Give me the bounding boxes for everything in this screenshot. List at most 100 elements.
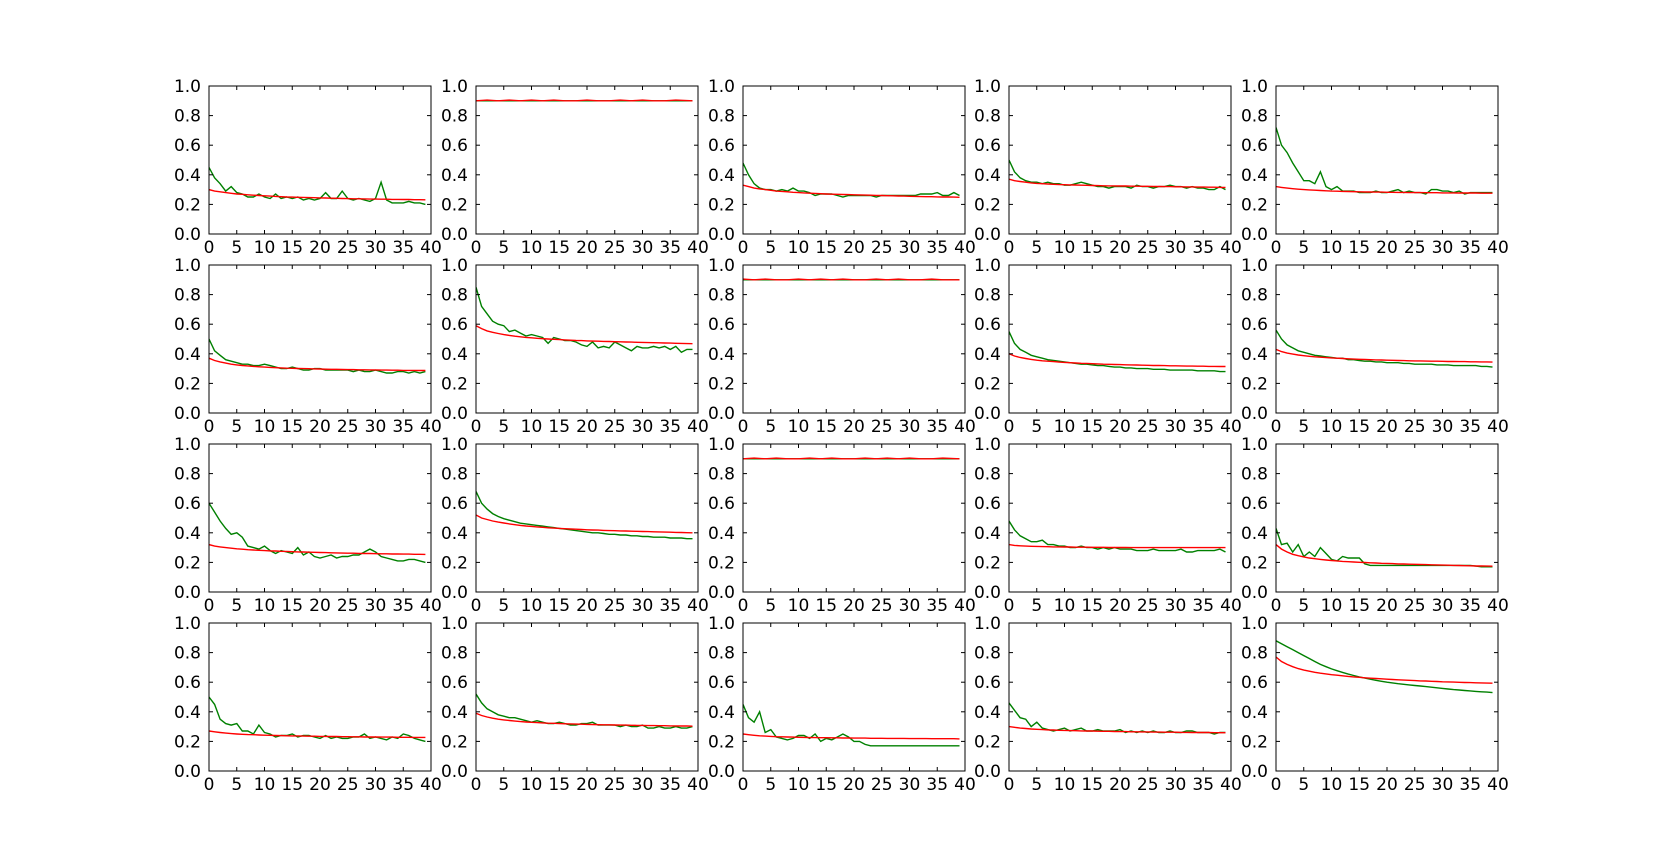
x-tick-label: 5 (765, 596, 776, 616)
x-tick-label: 20 (1109, 238, 1131, 258)
x-tick-label: 5 (765, 775, 776, 795)
x-tick-label: 40 (954, 238, 976, 258)
x-tick-label: 15 (815, 596, 837, 616)
y-tick-label: 0.8 (974, 644, 1001, 664)
y-tick-label: 0.6 (441, 136, 468, 156)
x-tick-label: 40 (687, 238, 709, 258)
x-tick-label: 15 (815, 775, 837, 795)
y-tick-label: 0.8 (441, 286, 468, 306)
y-tick-label: 0.2 (174, 195, 201, 215)
x-tick-label: 20 (843, 596, 865, 616)
y-tick-label: 0.4 (174, 524, 201, 544)
x-tick-label: 25 (1137, 596, 1159, 616)
x-tick-label: 35 (659, 596, 681, 616)
x-tick-label: 5 (498, 417, 509, 437)
x-tick-label: 25 (337, 417, 359, 437)
x-tick-label: 35 (659, 417, 681, 437)
x-tick-label: 0 (204, 238, 215, 258)
x-tick-label: 35 (1192, 775, 1214, 795)
x-tick-label: 40 (687, 596, 709, 616)
x-tick-label: 30 (899, 238, 921, 258)
x-tick-label: 40 (1220, 238, 1242, 258)
x-tick-label: 20 (1376, 775, 1398, 795)
x-tick-label: 35 (1459, 775, 1481, 795)
x-tick-label: 30 (365, 417, 387, 437)
x-tick-label: 0 (204, 775, 215, 795)
y-tick-label: 0.0 (1241, 762, 1268, 782)
x-tick-label: 30 (1165, 596, 1187, 616)
y-tick-label: 0.6 (441, 494, 468, 514)
y-tick-label: 1.0 (974, 435, 1001, 455)
x-tick-label: 10 (1321, 417, 1343, 437)
x-tick-label: 0 (1271, 596, 1282, 616)
x-tick-label: 5 (1298, 775, 1309, 795)
x-tick-label: 5 (231, 238, 242, 258)
x-tick-label: 5 (498, 238, 509, 258)
x-tick-label: 35 (1192, 596, 1214, 616)
y-tick-label: 0.4 (1241, 345, 1268, 365)
y-tick-label: 1.0 (708, 77, 735, 97)
x-tick-label: 15 (281, 775, 303, 795)
y-tick-label: 1.0 (174, 435, 201, 455)
x-tick-label: 15 (815, 417, 837, 437)
x-tick-label: 40 (954, 417, 976, 437)
x-tick-label: 15 (548, 596, 570, 616)
x-tick-label: 0 (471, 596, 482, 616)
x-tick-label: 20 (309, 417, 331, 437)
y-tick-label: 0.4 (974, 166, 1001, 186)
x-tick-label: 15 (1348, 417, 1370, 437)
x-tick-label: 40 (420, 775, 442, 795)
y-tick-label: 0.6 (974, 673, 1001, 693)
x-tick-label: 5 (498, 775, 509, 795)
y-tick-label: 0.8 (708, 644, 735, 664)
y-tick-label: 0.2 (1241, 195, 1268, 215)
x-tick-label: 30 (1432, 596, 1454, 616)
y-tick-label: 0.4 (174, 166, 201, 186)
y-tick-label: 0.4 (441, 703, 468, 723)
x-tick-label: 10 (521, 596, 543, 616)
y-tick-label: 0.2 (174, 553, 201, 573)
y-tick-label: 0.0 (974, 404, 1001, 424)
x-tick-label: 25 (604, 775, 626, 795)
y-tick-label: 0.2 (441, 195, 468, 215)
y-tick-label: 1.0 (1241, 435, 1268, 455)
y-tick-label: 0.2 (1241, 732, 1268, 752)
y-tick-label: 0.0 (174, 762, 201, 782)
x-tick-label: 25 (1404, 238, 1426, 258)
x-tick-label: 30 (1165, 417, 1187, 437)
x-tick-label: 10 (1321, 596, 1343, 616)
x-tick-label: 10 (254, 417, 276, 437)
y-tick-label: 0.4 (974, 524, 1001, 544)
y-tick-label: 0.6 (974, 494, 1001, 514)
x-tick-label: 30 (899, 596, 921, 616)
y-tick-label: 1.0 (708, 256, 735, 276)
y-tick-label: 1.0 (1241, 256, 1268, 276)
x-tick-label: 15 (1348, 775, 1370, 795)
x-tick-label: 40 (954, 596, 976, 616)
y-tick-label: 0.8 (441, 644, 468, 664)
x-tick-label: 30 (899, 775, 921, 795)
y-tick-label: 0.0 (974, 762, 1001, 782)
y-tick-label: 0.6 (1241, 136, 1268, 156)
y-tick-label: 0.8 (174, 107, 201, 127)
x-tick-label: 35 (659, 775, 681, 795)
y-tick-label: 0.2 (708, 374, 735, 394)
x-tick-label: 40 (1487, 775, 1509, 795)
x-tick-label: 30 (1432, 417, 1454, 437)
y-tick-label: 1.0 (1241, 77, 1268, 97)
x-tick-label: 25 (1137, 417, 1159, 437)
x-tick-label: 10 (1054, 417, 1076, 437)
y-tick-label: 0.4 (1241, 703, 1268, 723)
x-tick-label: 5 (231, 596, 242, 616)
x-tick-label: 0 (471, 775, 482, 795)
x-tick-label: 10 (521, 238, 543, 258)
x-tick-label: 35 (392, 238, 414, 258)
y-tick-label: 0.0 (441, 583, 468, 603)
x-tick-label: 0 (471, 417, 482, 437)
x-tick-label: 0 (1271, 775, 1282, 795)
y-tick-label: 0.2 (708, 553, 735, 573)
x-tick-label: 0 (1004, 417, 1015, 437)
x-tick-label: 40 (420, 238, 442, 258)
x-tick-label: 35 (1192, 417, 1214, 437)
